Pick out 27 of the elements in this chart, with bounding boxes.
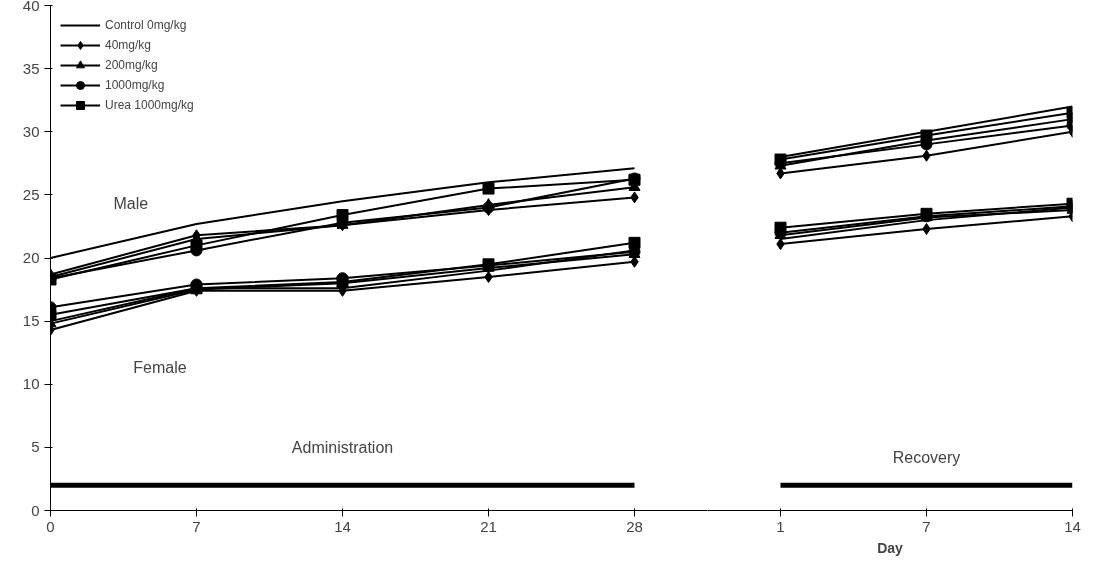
annotation: Male bbox=[113, 195, 149, 213]
x-tick-label: 1 bbox=[776, 517, 785, 535]
x-tick-label: 28 bbox=[626, 517, 643, 535]
y-tick-label: 30 bbox=[22, 122, 40, 140]
ref-line-label: Administration bbox=[291, 438, 394, 456]
x-tick-label: 21 bbox=[480, 517, 497, 535]
x-axis-title: Day bbox=[877, 539, 904, 556]
y-tick-label: 20 bbox=[22, 249, 40, 266]
y-tick-label: 10 bbox=[22, 375, 40, 393]
y-tick-label: 0 bbox=[31, 501, 40, 519]
ref-line-label: Recovery bbox=[892, 448, 961, 466]
y-tick-label: 25 bbox=[22, 185, 40, 203]
x-tick-label: 7 bbox=[192, 517, 201, 535]
x-tick-label: 14 bbox=[1064, 517, 1081, 535]
x-tick-label: 7 bbox=[922, 517, 931, 535]
y-tick-label: 15 bbox=[22, 312, 40, 330]
legend-label: Control 0mg/kg bbox=[105, 18, 187, 32]
legend-label: 200mg/kg bbox=[105, 58, 158, 72]
legend-label: 1000mg/kg bbox=[105, 78, 165, 92]
y-tick-label: 40 bbox=[22, 0, 40, 14]
y-tick-label: 5 bbox=[31, 438, 40, 456]
annotation: Female bbox=[133, 359, 187, 377]
legend-label: 40mg/kg bbox=[105, 38, 152, 52]
x-tick-label: 0 bbox=[46, 517, 55, 535]
x-tick-label: 14 bbox=[334, 517, 351, 535]
legend-label: Urea 1000mg/kg bbox=[105, 98, 194, 112]
y-tick-label: 35 bbox=[22, 59, 40, 77]
